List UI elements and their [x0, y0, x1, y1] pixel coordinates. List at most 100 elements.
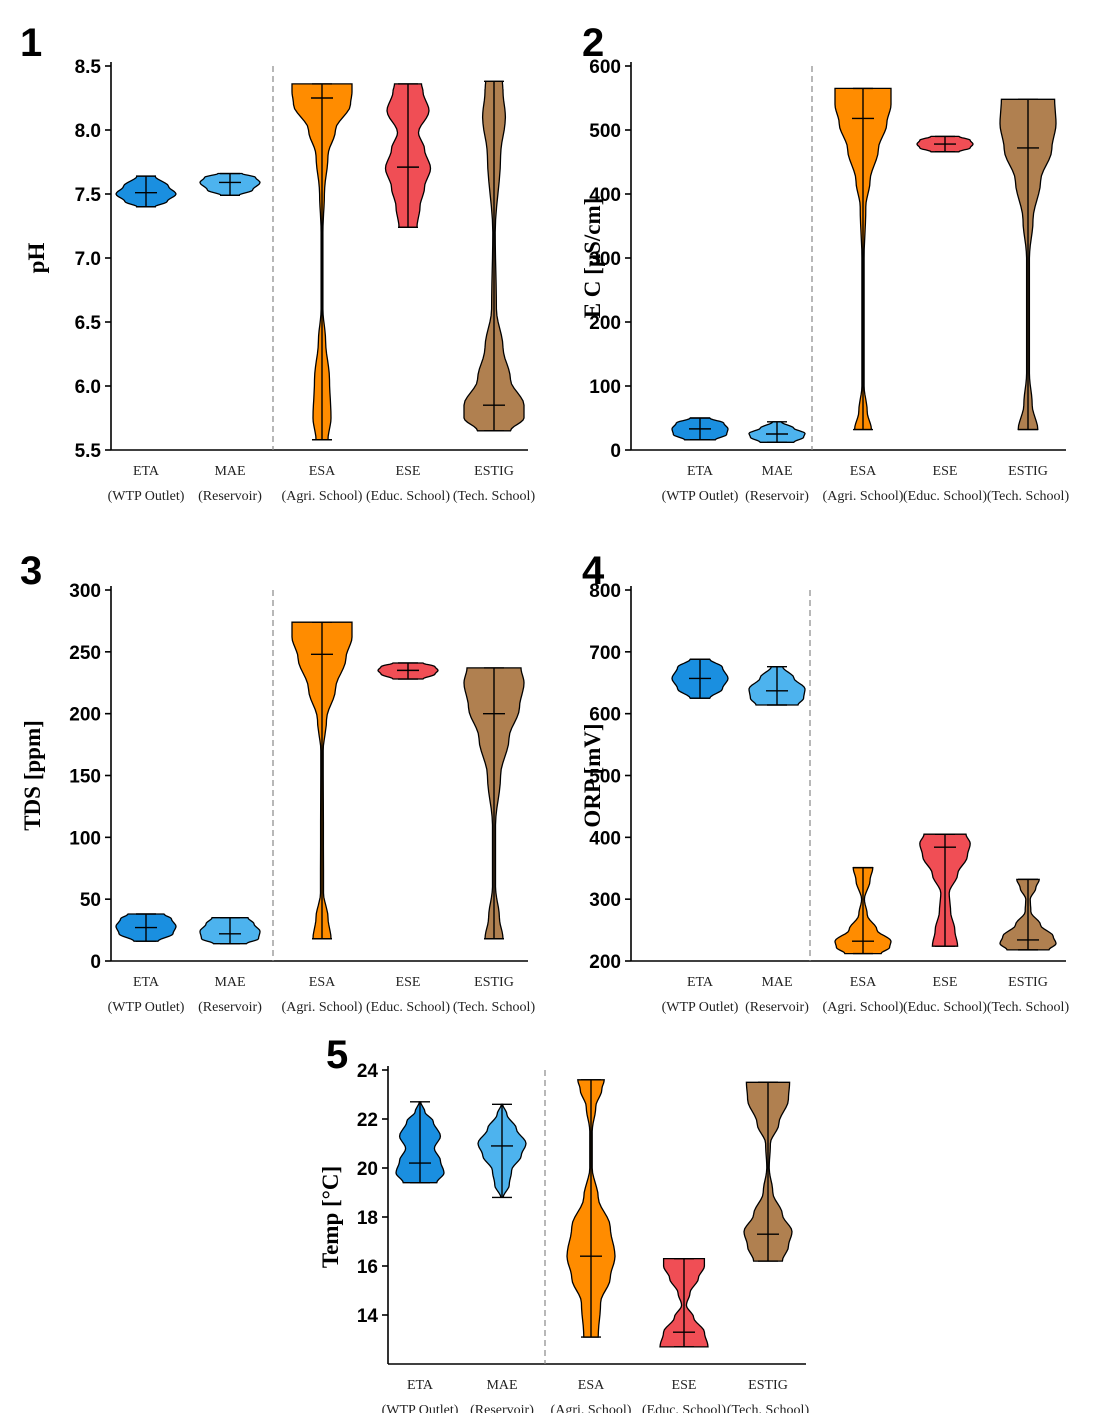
x-tick-sublabel: (WTP Outlet) [108, 1000, 185, 1015]
y-tick-label: 50 [80, 890, 101, 911]
x-tick-sublabel: (Reservoir) [198, 489, 262, 504]
y-tick-label: 400 [589, 828, 621, 849]
y-tick-label: 18 [357, 1208, 378, 1229]
x-tick-sublabel: (Educ. School) [903, 1000, 987, 1015]
panel-number: 5 [326, 1033, 348, 1077]
chart-ec: 2 0 100 200 300 400 500 600 E C [µS/cm] ETA (WTP O… [580, 21, 1070, 504]
x-tick-sublabel: (Tech. School) [987, 1000, 1070, 1015]
y-tick-label: 150 [69, 767, 101, 788]
chart-ph: 1 5.5 6.0 6.5 7.0 7.5 8.0 8.5 pH ETA (WTP Outlet) M… [20, 21, 536, 504]
x-tick-label: ETA [133, 975, 160, 990]
panel-3: 3 0 50 100 150 200 250 300 TDS [ppm] ETA (WTP Outl… [10, 540, 550, 1030]
y-tick-label: 100 [589, 377, 621, 398]
x-tick-label: ESTIG [748, 1378, 788, 1393]
y-tick-label: 22 [357, 1110, 378, 1131]
y-tick-label: 600 [589, 57, 621, 78]
y-tick-label: 400 [589, 185, 621, 206]
y-axis-label: pH [24, 243, 49, 274]
panel-number: 4 [582, 549, 605, 593]
y-tick-label: 6.5 [75, 313, 102, 334]
x-tick-sublabel: (Agri. School) [823, 1000, 904, 1015]
y-tick-label: 200 [69, 705, 101, 726]
y-tick-label: 7.5 [75, 185, 102, 206]
y-tick-label: 300 [589, 890, 621, 911]
x-tick-sublabel: (Educ. School) [366, 489, 450, 504]
x-tick-label: MAE [761, 464, 792, 479]
y-tick-label: 800 [589, 581, 621, 602]
x-tick-label: ETA [407, 1378, 434, 1393]
y-tick-label: 6.0 [75, 377, 101, 398]
x-tick-label: ETA [133, 464, 160, 479]
x-tick-sublabel: (Tech. School) [987, 489, 1070, 504]
x-tick-sublabel: (Reservoir) [745, 1000, 809, 1015]
x-tick-label: ESE [396, 464, 421, 479]
y-tick-label: 16 [357, 1257, 378, 1278]
x-tick-label: ESTIG [474, 975, 514, 990]
x-tick-sublabel: (Agri. School) [823, 489, 904, 504]
y-tick-label: 500 [589, 767, 621, 788]
y-axis-label: Temp [°C] [318, 1166, 343, 1268]
x-tick-sublabel: (WTP Outlet) [108, 489, 185, 504]
x-tick-label: ESA [309, 975, 336, 990]
panel-1: 1 5.5 6.0 6.5 7.0 7.5 8.0 8.5 pH ETA (WTP Outlet) M… [10, 14, 550, 524]
x-tick-sublabel: (WTP Outlet) [662, 489, 739, 504]
x-tick-sublabel: (Educ. School) [366, 1000, 450, 1015]
x-tick-sublabel: (Reservoir) [470, 1403, 534, 1413]
panel-number: 3 [20, 549, 42, 593]
y-tick-label: 300 [589, 249, 621, 270]
x-tick-sublabel: (Agri. School) [551, 1403, 632, 1413]
x-tick-sublabel: (Educ. School) [903, 489, 987, 504]
y-tick-label: 600 [589, 705, 621, 726]
panel-2: 2 0 100 200 300 400 500 600 E C [µS/cm] ETA (WTP O… [566, 14, 1086, 524]
x-tick-sublabel: (Agri. School) [282, 1000, 363, 1015]
x-tick-label: ESTIG [1008, 464, 1048, 479]
x-tick-label: ESE [933, 464, 958, 479]
y-tick-label: 100 [69, 828, 101, 849]
x-tick-label: ESE [672, 1378, 697, 1393]
chart-orp: 4 200 300 400 500 600 700 800 ORP [mV] ETA (WTP Ou… [580, 549, 1070, 1015]
y-tick-label: 300 [69, 581, 101, 602]
x-tick-label: ESTIG [1008, 975, 1048, 990]
x-tick-label: MAE [214, 975, 245, 990]
y-tick-label: 0 [610, 441, 621, 462]
y-tick-label: 7.0 [75, 249, 101, 270]
x-tick-label: ESE [933, 975, 958, 990]
x-tick-label: MAE [486, 1378, 517, 1393]
x-tick-label: MAE [214, 464, 245, 479]
y-axis-label: TDS [ppm] [20, 720, 45, 831]
x-tick-label: ETA [687, 975, 714, 990]
x-tick-label: ESA [309, 464, 336, 479]
x-tick-label: ETA [687, 464, 714, 479]
chart-tds: 3 0 50 100 150 200 250 300 TDS [ppm] ETA (WTP Outl… [20, 549, 536, 1015]
x-tick-sublabel: (Tech. School) [727, 1403, 810, 1413]
x-tick-label: ESTIG [474, 464, 514, 479]
y-tick-label: 24 [357, 1061, 379, 1082]
x-tick-label: MAE [761, 975, 792, 990]
x-tick-sublabel: (Tech. School) [453, 1000, 536, 1015]
panel-4: 4 200 300 400 500 600 700 800 ORP [mV] ETA (WTP Ou… [566, 540, 1086, 1030]
x-tick-sublabel: (Reservoir) [198, 1000, 262, 1015]
panel-number: 2 [582, 21, 604, 65]
x-tick-sublabel: (WTP Outlet) [382, 1403, 459, 1413]
y-tick-label: 500 [589, 121, 621, 142]
x-tick-sublabel: (Educ. School) [642, 1403, 726, 1413]
y-axis-label: E C [µS/cm] [580, 198, 605, 319]
panel-number: 1 [20, 21, 42, 65]
y-tick-label: 8.0 [75, 121, 101, 142]
panel-5: 5 14 16 18 20 22 24 Temp [°C] ETA (WTP Outlet) MAE… [286, 1028, 826, 1418]
y-tick-label: 8.5 [75, 57, 102, 78]
y-tick-label: 200 [589, 952, 621, 973]
x-tick-sublabel: (Reservoir) [745, 489, 809, 504]
y-tick-label: 5.5 [75, 441, 102, 462]
y-axis-label: ORP [mV] [580, 723, 605, 827]
x-tick-label: ESA [850, 464, 877, 479]
y-tick-label: 14 [357, 1306, 379, 1327]
x-tick-sublabel: (Agri. School) [282, 489, 363, 504]
chart-temp: 5 14 16 18 20 22 24 Temp [°C] ETA (WTP Outlet) MAE… [318, 1033, 810, 1418]
x-tick-sublabel: (Tech. School) [453, 489, 536, 504]
x-tick-label: ESE [396, 975, 421, 990]
y-tick-label: 20 [357, 1159, 378, 1180]
y-tick-label: 250 [69, 643, 101, 664]
y-tick-label: 700 [589, 643, 621, 664]
y-tick-label: 0 [90, 952, 101, 973]
